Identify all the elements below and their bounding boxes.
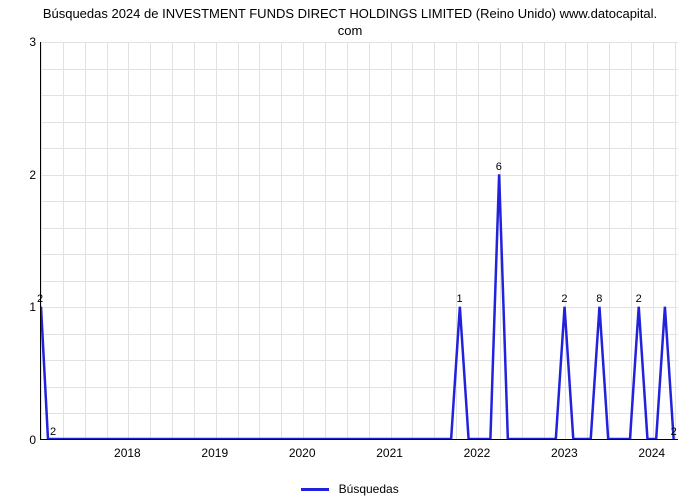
point-label: 2 — [561, 293, 567, 305]
chart-container: Búsquedas 2024 de INVESTMENT FUNDS DIREC… — [0, 0, 700, 500]
point-label: 2 — [37, 293, 43, 305]
x-tick-label: 2019 — [201, 446, 228, 460]
point-label: 2 — [671, 426, 677, 438]
line-series — [41, 42, 678, 439]
point-label: 2 — [636, 293, 642, 305]
chart-title-line1: Búsquedas 2024 de INVESTMENT FUNDS DIREC… — [43, 6, 657, 21]
y-tick-label: 3 — [0, 35, 36, 49]
chart-title-line2: com — [338, 23, 363, 38]
y-tick-label: 1 — [0, 300, 36, 314]
point-label: 1 — [456, 293, 462, 305]
legend-swatch — [301, 488, 329, 491]
y-tick-label: 0 — [0, 433, 36, 447]
point-label: 6 — [496, 161, 502, 173]
point-label: 2 — [50, 426, 56, 438]
point-label: 8 — [596, 293, 602, 305]
plot-area — [40, 42, 678, 440]
x-tick-label: 2022 — [464, 446, 491, 460]
series-line — [41, 174, 674, 439]
x-tick-label: 2023 — [551, 446, 578, 460]
legend-label: Búsquedas — [339, 482, 399, 496]
x-tick-label: 2020 — [289, 446, 316, 460]
x-tick-label: 2021 — [376, 446, 403, 460]
x-tick-label: 2024 — [638, 446, 665, 460]
x-tick-label: 2018 — [114, 446, 141, 460]
chart-title: Búsquedas 2024 de INVESTMENT FUNDS DIREC… — [0, 0, 700, 42]
y-tick-label: 2 — [0, 168, 36, 182]
legend: Búsquedas — [0, 482, 700, 496]
